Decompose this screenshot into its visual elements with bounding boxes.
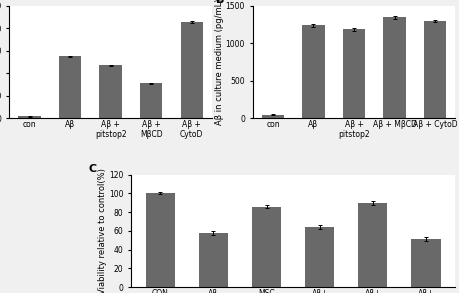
Bar (423, 21, 445, 118)
Bar (382, 17, 405, 118)
Bar (342, 29, 364, 118)
Bar (302, 25, 324, 118)
Bar (304, 227, 334, 287)
Bar (99, 66, 122, 118)
Bar (252, 207, 280, 287)
Text: C: C (89, 163, 96, 173)
Y-axis label: Aβ in culture medium (pg/mL): Aβ in culture medium (pg/mL) (215, 0, 224, 125)
Bar (180, 22, 202, 118)
Bar (140, 84, 162, 118)
Bar (358, 203, 386, 287)
Bar (59, 57, 81, 118)
Y-axis label: Viability relative to control(%): Viability relative to control(%) (98, 168, 107, 293)
Bar (18, 116, 40, 118)
Bar (410, 239, 440, 287)
Bar (198, 233, 228, 287)
Bar (261, 115, 284, 118)
Bar (146, 193, 174, 287)
Text: B: B (216, 0, 224, 5)
